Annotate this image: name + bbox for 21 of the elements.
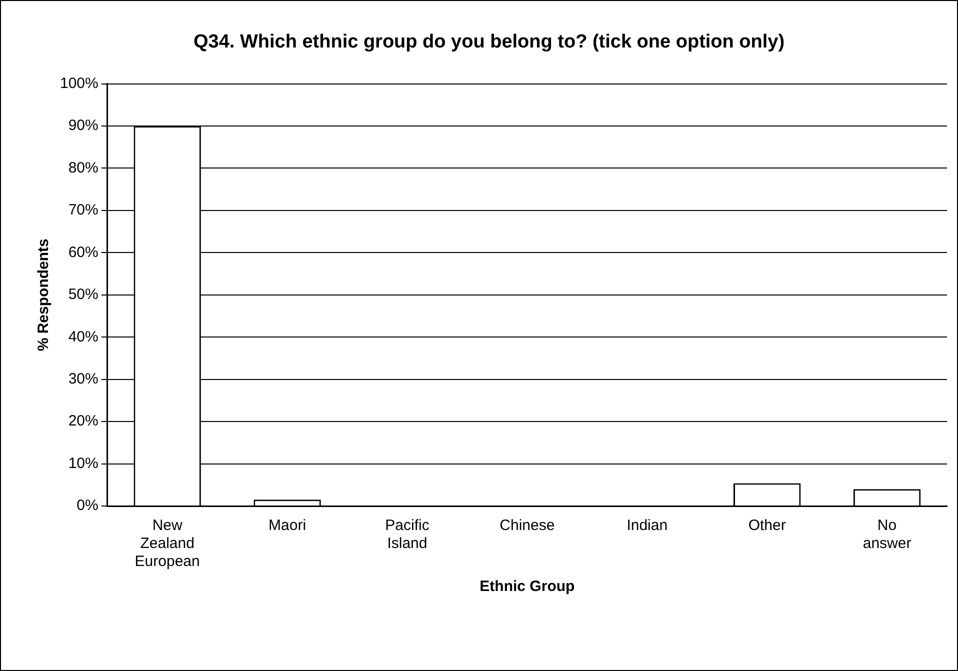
x-axis-title: Ethnic Group: [480, 578, 575, 596]
y-tick-label: 30%: [68, 370, 98, 388]
y-tick-label: 0%: [76, 497, 98, 514]
x-tick-label: Indian: [626, 517, 668, 534]
x-tick-label: No answer: [862, 517, 912, 552]
chart-title: Q34. Which ethnic group do you belong to? (tick one option only): [193, 32, 785, 53]
y-axis-title: % Respondents: [35, 238, 52, 352]
y-tick-label: 20%: [68, 412, 98, 430]
y-tick-label: 50%: [68, 286, 98, 304]
y-tick-label: 90%: [68, 117, 98, 134]
x-tick-label: Maori: [268, 517, 306, 534]
y-tick-label: 70%: [68, 202, 98, 219]
x-tick-label: Other: [748, 517, 786, 534]
y-tick-label: 100%: [60, 74, 98, 92]
x-tick-label: Pacific Island: [385, 517, 430, 552]
x-tick-label: Chinese: [500, 517, 555, 534]
y-tick-label: 80%: [68, 159, 98, 176]
y-tick-label: 60%: [68, 244, 98, 261]
y-tick-label: 40%: [68, 328, 98, 346]
y-tick-label: 10%: [68, 454, 98, 472]
x-tick-label: New Zealand European: [134, 517, 200, 570]
